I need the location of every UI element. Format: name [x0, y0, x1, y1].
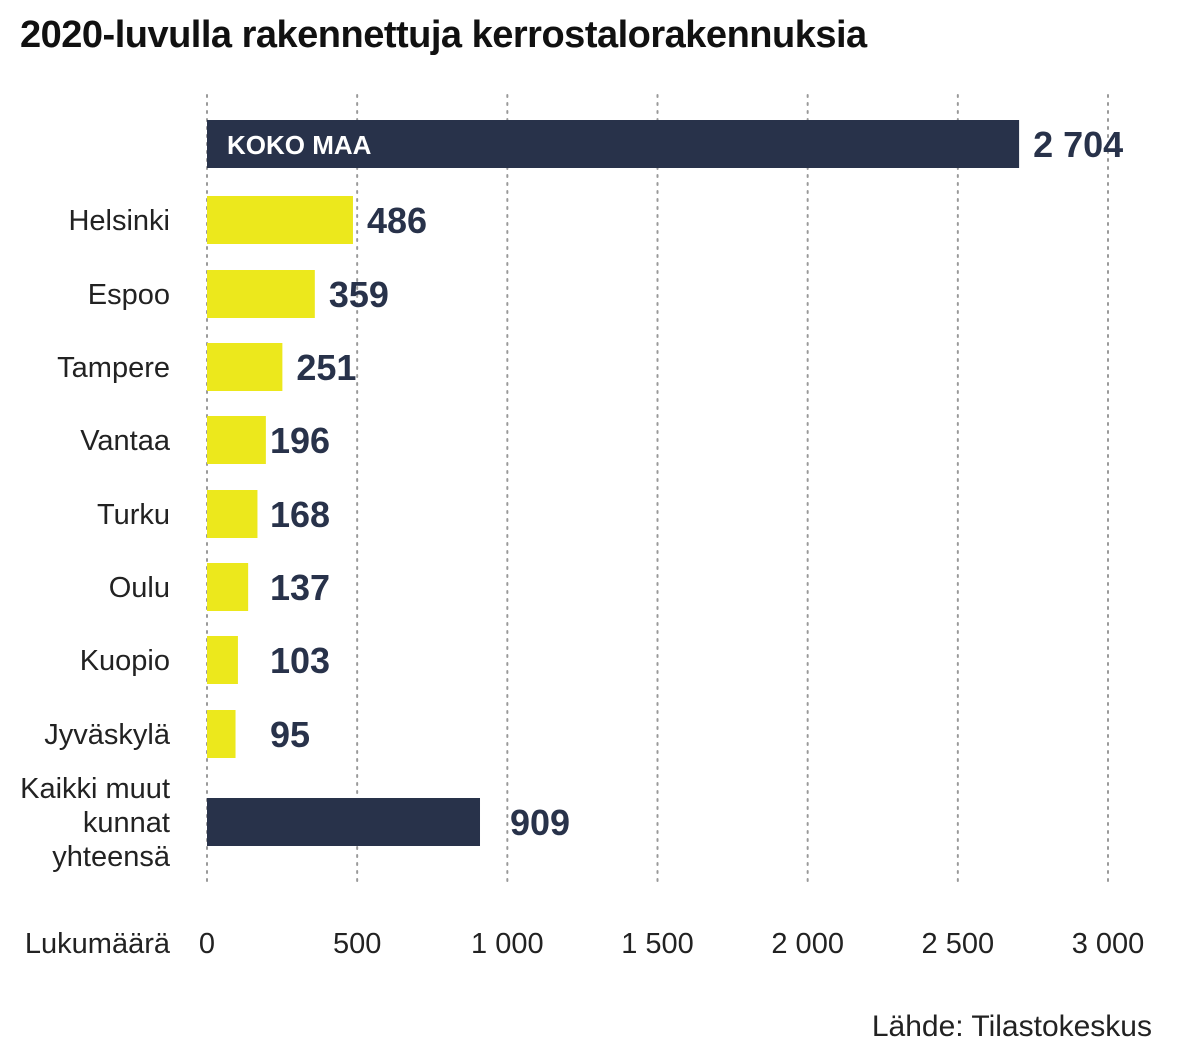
tick-label-500: 500: [333, 928, 381, 960]
bar-6: [207, 563, 249, 611]
bar-7: [207, 636, 238, 684]
value-label-6: 137: [270, 567, 330, 608]
category-label-9-0: Kaikki muut: [20, 773, 170, 805]
value-label-4: 196: [270, 420, 330, 461]
category-label-9-2: yhteensä: [52, 841, 171, 873]
category-label-2-0: Espoo: [88, 279, 170, 311]
category-label-5-0: Turku: [97, 499, 170, 531]
value-label-9: 909: [510, 802, 570, 843]
tick-label-2000: 2 000: [771, 928, 844, 960]
bar-1: [207, 196, 353, 244]
category-label-1-0: Helsinki: [68, 205, 170, 237]
inbar-label: KOKO MAA: [227, 130, 372, 160]
value-label-8: 95: [270, 714, 310, 755]
category-label-9-1: kunnat: [83, 807, 170, 839]
value-label-5: 168: [270, 494, 330, 535]
bar-4: [207, 416, 266, 464]
value-labels: 2 704 486 359 251 196 168 137 103 95 909: [270, 124, 1123, 843]
category-label-8-0: Jyväskylä: [44, 719, 171, 751]
x-axis-label: Lukumäärä: [25, 928, 171, 960]
tick-label-1000: 1 000: [471, 928, 544, 960]
category-label-6-0: Oulu: [109, 572, 170, 604]
tick-label-0: 0: [199, 928, 215, 960]
tick-label-2500: 2 500: [922, 928, 995, 960]
category-label-3-0: Tampere: [57, 352, 170, 384]
bar-chart: KOKO MAA Helsinki Espoo Tampere Vantaa Turku…: [20, 94, 1144, 960]
chart-title: 2020-luvulla rakennettuja kerrostalorake…: [20, 14, 867, 56]
bar-8: [207, 710, 236, 758]
category-label-7-0: Kuopio: [80, 645, 170, 677]
bar-3: [207, 343, 283, 391]
value-label-2: 359: [329, 274, 389, 315]
bar-9: [207, 798, 481, 846]
value-label-7: 103: [270, 640, 330, 681]
bar-2: [207, 270, 315, 318]
bar-5: [207, 490, 258, 538]
category-label-4-0: Vantaa: [80, 425, 171, 457]
x-axis-ticks: 0 500 1 000 1 500 2 000 2 500 3 000 Lukumäärä: [25, 928, 1144, 960]
value-label-3: 251: [296, 347, 356, 388]
tick-label-3000: 3 000: [1072, 928, 1145, 960]
bar-0: [207, 120, 1020, 168]
category-labels: Helsinki Espoo Tampere Vantaa Turku Oulu Kuopi…: [20, 205, 171, 873]
value-label-0: 2 704: [1033, 124, 1123, 165]
bars: KOKO MAA: [207, 120, 1020, 846]
source-note: Lähde: Tilastokeskus: [871, 1010, 1152, 1043]
value-label-1: 486: [367, 200, 427, 241]
tick-label-1500: 1 500: [621, 928, 694, 960]
